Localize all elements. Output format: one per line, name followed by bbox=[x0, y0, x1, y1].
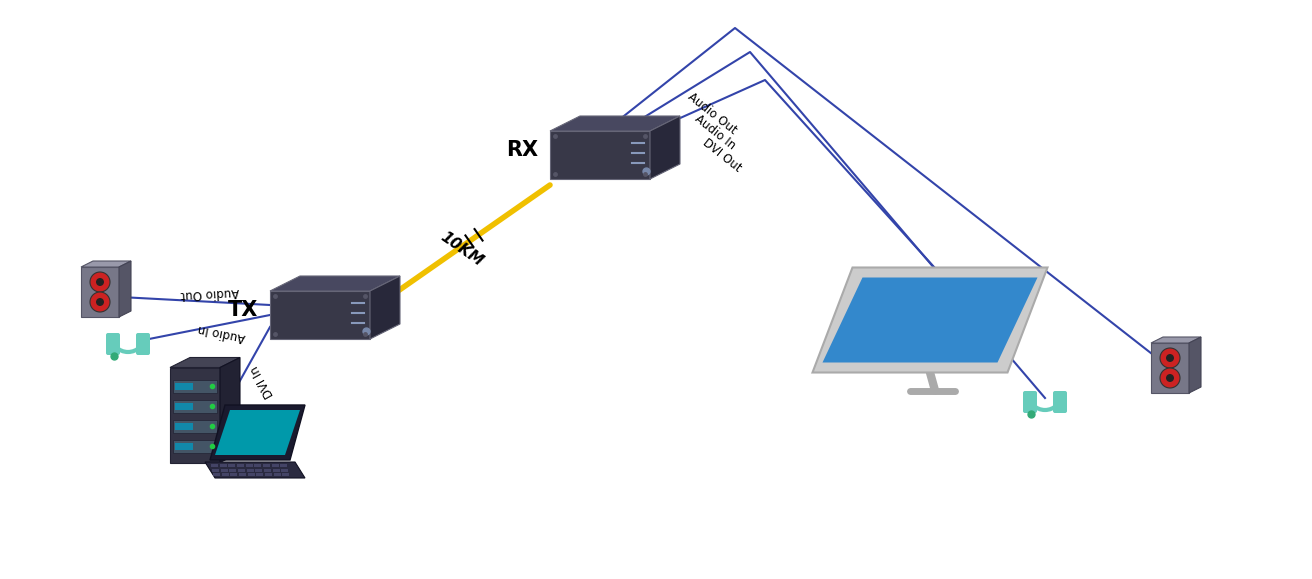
Bar bbox=[174, 442, 193, 449]
Bar bbox=[219, 464, 227, 467]
Polygon shape bbox=[1189, 337, 1200, 393]
Text: Audio In: Audio In bbox=[197, 321, 247, 343]
Bar bbox=[173, 439, 216, 453]
Polygon shape bbox=[270, 276, 400, 291]
Bar bbox=[256, 473, 264, 476]
Polygon shape bbox=[812, 267, 1047, 372]
Polygon shape bbox=[220, 357, 240, 463]
Polygon shape bbox=[550, 131, 649, 179]
Polygon shape bbox=[823, 277, 1038, 362]
Bar bbox=[173, 379, 216, 393]
Circle shape bbox=[96, 278, 104, 286]
Bar bbox=[281, 468, 289, 471]
Bar bbox=[282, 473, 290, 476]
Polygon shape bbox=[171, 357, 240, 368]
Circle shape bbox=[91, 272, 110, 292]
Bar bbox=[265, 473, 272, 476]
Bar bbox=[228, 464, 235, 467]
Bar bbox=[264, 468, 272, 471]
Polygon shape bbox=[81, 261, 131, 267]
FancyBboxPatch shape bbox=[1054, 391, 1067, 413]
Polygon shape bbox=[1151, 337, 1200, 343]
Text: DVI Out: DVI Out bbox=[701, 136, 744, 174]
Circle shape bbox=[1160, 348, 1179, 368]
FancyBboxPatch shape bbox=[1023, 391, 1036, 413]
Polygon shape bbox=[215, 410, 300, 455]
Polygon shape bbox=[205, 462, 304, 478]
Bar bbox=[213, 468, 219, 471]
Circle shape bbox=[1166, 354, 1174, 362]
Circle shape bbox=[91, 292, 110, 312]
Text: TX: TX bbox=[227, 300, 258, 320]
Circle shape bbox=[1166, 374, 1174, 382]
FancyBboxPatch shape bbox=[136, 333, 150, 355]
Bar bbox=[173, 420, 216, 433]
Text: DVI In: DVI In bbox=[248, 363, 277, 400]
Polygon shape bbox=[210, 405, 304, 460]
Bar bbox=[255, 464, 261, 467]
Text: Audio Out: Audio Out bbox=[180, 285, 240, 301]
Bar bbox=[222, 473, 228, 476]
Polygon shape bbox=[270, 291, 370, 339]
Bar bbox=[247, 468, 253, 471]
Bar bbox=[273, 468, 279, 471]
FancyBboxPatch shape bbox=[106, 333, 119, 355]
Bar bbox=[281, 464, 287, 467]
Bar bbox=[256, 468, 262, 471]
Polygon shape bbox=[550, 116, 680, 131]
Bar bbox=[237, 468, 245, 471]
Polygon shape bbox=[119, 261, 131, 317]
Bar bbox=[262, 464, 270, 467]
Bar bbox=[174, 383, 193, 390]
Polygon shape bbox=[171, 368, 220, 463]
Text: Audio Out: Audio Out bbox=[685, 90, 739, 136]
Circle shape bbox=[96, 298, 104, 306]
Bar bbox=[174, 423, 193, 430]
Bar bbox=[220, 468, 228, 471]
Bar bbox=[230, 468, 236, 471]
Bar bbox=[248, 473, 255, 476]
Bar bbox=[174, 402, 193, 409]
Text: 10KM: 10KM bbox=[438, 229, 485, 269]
Bar bbox=[237, 464, 244, 467]
Polygon shape bbox=[81, 267, 119, 317]
Bar bbox=[272, 464, 278, 467]
Polygon shape bbox=[649, 116, 680, 179]
Bar bbox=[211, 464, 218, 467]
Polygon shape bbox=[1151, 343, 1189, 393]
Bar bbox=[213, 473, 220, 476]
Polygon shape bbox=[370, 276, 400, 339]
Bar bbox=[274, 473, 281, 476]
Text: RX: RX bbox=[506, 140, 538, 160]
Bar bbox=[173, 400, 216, 412]
Bar bbox=[239, 473, 247, 476]
Bar bbox=[231, 473, 237, 476]
Circle shape bbox=[1160, 368, 1179, 388]
Bar bbox=[245, 464, 253, 467]
Text: Audio In: Audio In bbox=[691, 112, 737, 152]
